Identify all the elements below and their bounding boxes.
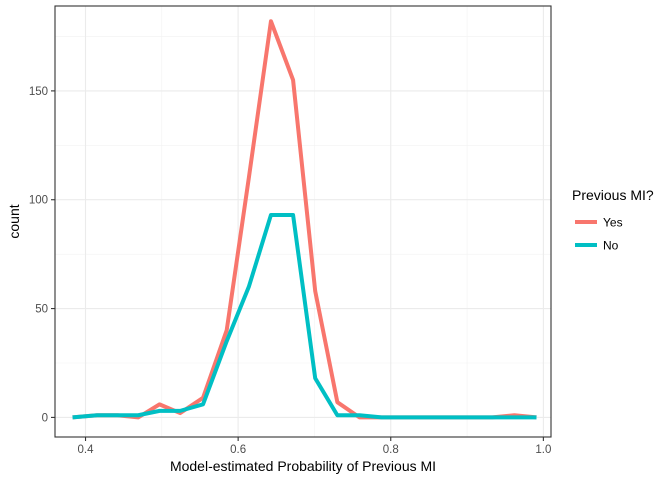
x-tick-label: 1.0: [535, 444, 551, 456]
y-tick-label: 100: [29, 195, 48, 207]
x-tick-label: 0.6: [230, 444, 246, 456]
x-tick-label: 0.8: [383, 444, 399, 456]
y-tick-label: 150: [29, 86, 48, 98]
legend-title: Previous MI?: [572, 187, 654, 203]
panel-border: [54, 5, 552, 438]
y-tick-label: 0: [42, 412, 48, 424]
x-axis-title: Model-estimated Probability of Previous …: [170, 458, 436, 474]
minor-gridlines: [55, 6, 551, 437]
y-tick-label: 50: [35, 304, 48, 316]
x-axis: 0.4 0.6 0.8 1.0: [78, 437, 551, 456]
legend-label-yes: Yes: [603, 216, 623, 230]
series-layer: [72, 19, 537, 420]
series-line-no: [72, 212, 537, 420]
legend: Previous MI? Yes No: [572, 187, 654, 253]
x-tick-label: 0.4: [78, 444, 95, 456]
legend-label-no: No: [603, 239, 619, 253]
y-axis-title: count: [6, 204, 22, 238]
y-axis: 0 50 100 150: [29, 86, 55, 424]
